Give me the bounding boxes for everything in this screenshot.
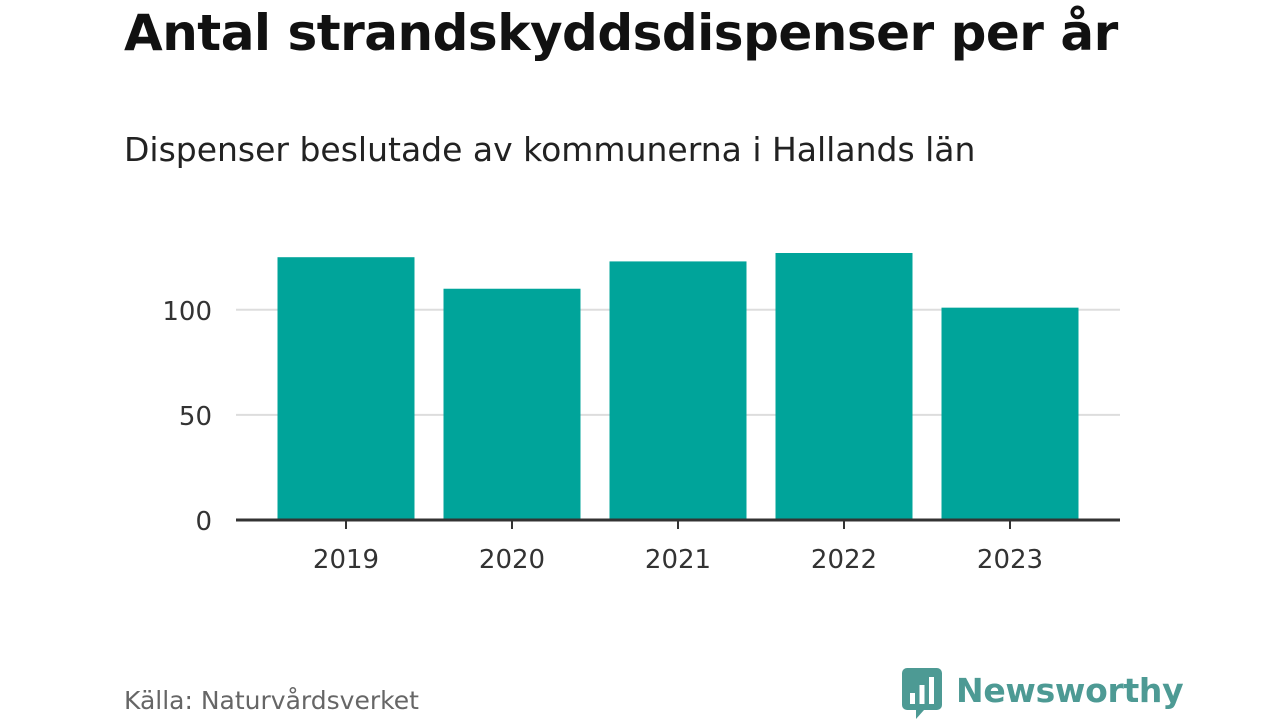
bar-2023 <box>941 307 1079 520</box>
chart-subtitle: Dispenser beslutade av kommunerna i Hall… <box>124 130 976 169</box>
bar-2019 <box>277 257 415 520</box>
logo-wordmark: Newsworthy <box>956 671 1184 710</box>
bar-2020 <box>443 288 581 520</box>
y-tick-label: 50 <box>179 402 212 432</box>
bar-chart-speech-bubble-icon <box>902 668 942 719</box>
x-tick-label: 2022 <box>811 545 877 575</box>
bar-2021 <box>609 261 747 520</box>
bar-2022 <box>775 253 913 520</box>
chart-title: Antal strandskyddsdispenser per år <box>124 4 1118 62</box>
x-tick-label: 2023 <box>977 545 1043 575</box>
source-note: Källa: Naturvårdsverket <box>124 686 419 715</box>
x-tick-label: 2021 <box>645 545 711 575</box>
y-tick-label: 100 <box>162 297 212 327</box>
x-tick-label: 2019 <box>313 545 379 575</box>
bars <box>277 253 1079 520</box>
newsworthy-logo: Newsworthy <box>902 668 1184 720</box>
axes: 0 50 100 2019 2020 2021 2022 2023 <box>162 297 1120 575</box>
y-tick-label: 0 <box>195 507 212 537</box>
x-tick-label: 2020 <box>479 545 545 575</box>
